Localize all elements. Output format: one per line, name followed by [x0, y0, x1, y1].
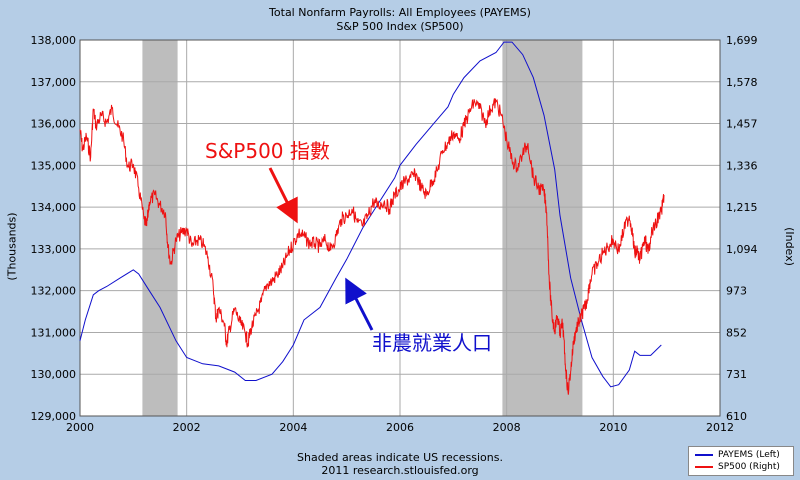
- chart-title-line1: Total Nonfarm Payrolls: All Employees (P…: [269, 6, 531, 19]
- right-tick-label: 1,578: [726, 76, 758, 89]
- left-tick-label: 131,000: [31, 326, 77, 339]
- x-tick-label: 2000: [66, 421, 94, 434]
- footer-source: 2011 research.stlouisfed.org: [321, 464, 479, 477]
- chart-title-line2: S&P 500 Index (SP500): [336, 20, 464, 33]
- plot-border: [79, 39, 721, 417]
- legend-label-sp500: SP500 (Right): [718, 462, 780, 472]
- x-tick-label: 2012: [706, 421, 734, 434]
- legend-label-payems: PAYEMS (Left): [718, 450, 780, 460]
- left-tick-label: 130,000: [31, 368, 77, 381]
- right-tick-label: 1,699: [726, 34, 758, 47]
- recession-band-1: [502, 40, 583, 416]
- right-tick-label: 731: [726, 368, 747, 381]
- x-tick-label: 2008: [493, 421, 521, 434]
- left-tick-label: 136,000: [31, 118, 77, 131]
- x-tick-label: 2004: [279, 421, 307, 434]
- right-tick-label: 1,457: [726, 118, 758, 131]
- footer-recession-note: Shaded areas indicate US recessions.: [297, 451, 503, 464]
- annotation-sp500-arrow: [268, 167, 298, 224]
- left-tick-label: 137,000: [31, 76, 77, 89]
- right-tick-label: 852: [726, 326, 747, 339]
- left-tick-label: 138,000: [31, 34, 77, 47]
- left-tick-label: 132,000: [31, 285, 77, 298]
- recession-band-0: [142, 40, 178, 416]
- left-tick-label: 133,000: [31, 243, 77, 256]
- right-tick-label: 973: [726, 285, 747, 298]
- annotation-payems-arrow: [345, 277, 374, 331]
- x-tick-label: 2002: [173, 421, 201, 434]
- annotation-sp500-label: S&P500 指數: [205, 139, 330, 163]
- left-axis-title: (Thousands): [5, 212, 19, 281]
- left-tick-label: 135,000: [31, 159, 77, 172]
- legend-swatch-payems: [695, 453, 713, 456]
- left-tick-label: 134,000: [31, 201, 77, 214]
- right-tick-label: 610: [726, 410, 747, 423]
- right-axis-title: (Index): [782, 227, 796, 266]
- x-tick-label: 2006: [386, 421, 414, 434]
- annotation-payems-label: 非農就業人口: [372, 331, 492, 355]
- right-tick-label: 1,336: [726, 159, 758, 172]
- right-tick-label: 1,215: [726, 201, 758, 214]
- legend: PAYEMS (Left) SP500 (Right): [688, 446, 794, 476]
- series-sp500-line: [79, 98, 665, 395]
- right-tick-label: 1,094: [726, 243, 758, 256]
- legend-item-sp500: SP500 (Right): [695, 461, 780, 473]
- series-payems-line: [79, 41, 662, 388]
- legend-swatch-sp500: [695, 465, 713, 468]
- x-tick-label: 2010: [599, 421, 627, 434]
- legend-item-payems: PAYEMS (Left): [695, 449, 780, 461]
- left-tick-label: 129,000: [31, 410, 77, 423]
